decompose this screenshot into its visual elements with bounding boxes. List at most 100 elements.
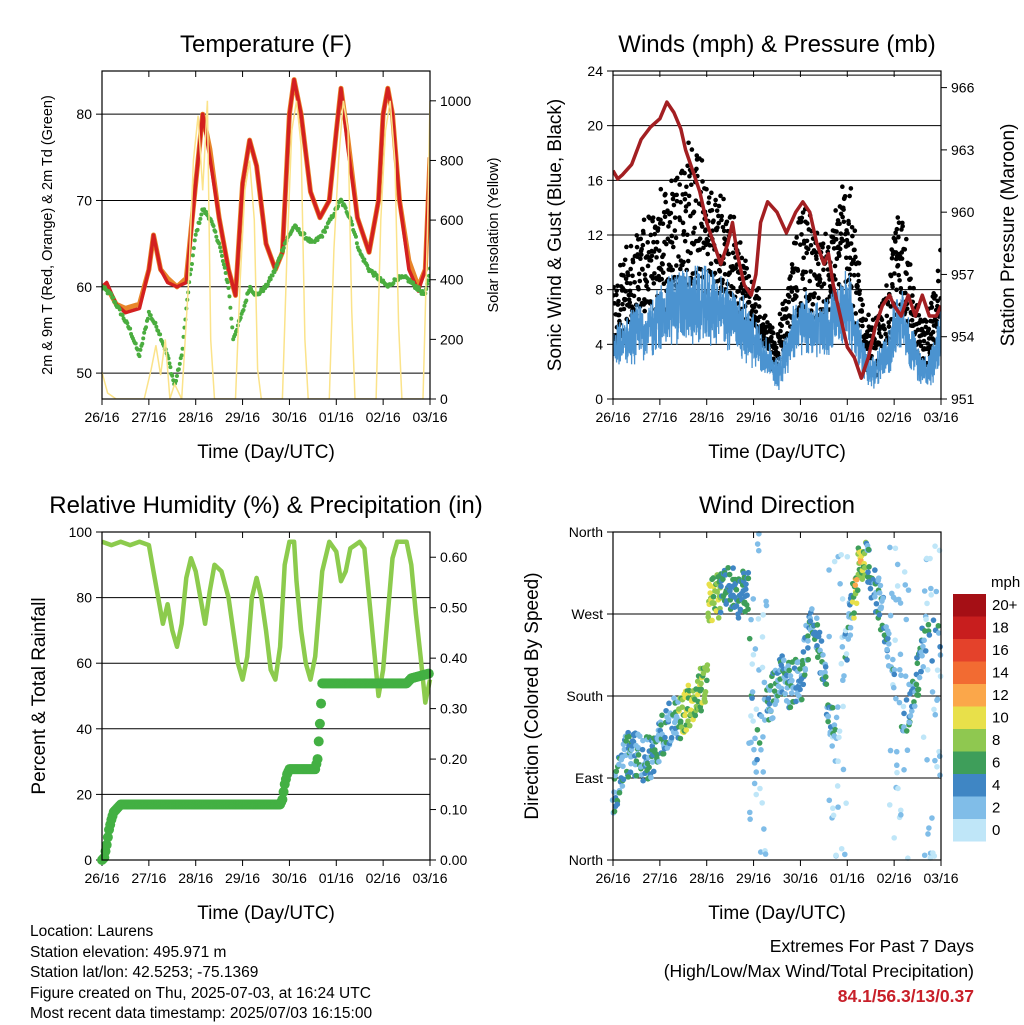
gust-point bbox=[672, 274, 677, 280]
direction-point bbox=[665, 717, 672, 723]
gust-point bbox=[921, 338, 927, 344]
extremes-heading: Extremes For Past 7 Days bbox=[769, 936, 974, 956]
y-tick-label: 80 bbox=[76, 106, 92, 122]
direction-point bbox=[914, 660, 921, 667]
direction-point bbox=[929, 689, 936, 695]
direction-point bbox=[916, 674, 923, 681]
direction-point bbox=[866, 564, 872, 570]
x-tick-label: 28/16 bbox=[689, 870, 724, 886]
sonic-wind-series bbox=[613, 265, 941, 391]
x-axis-label: Time (Day/UTC) bbox=[708, 903, 846, 924]
gust-point bbox=[621, 273, 626, 278]
direction-point bbox=[921, 588, 928, 594]
gust-point bbox=[715, 225, 720, 230]
direction-point bbox=[894, 561, 901, 568]
direction-point bbox=[801, 672, 808, 678]
direction-point bbox=[851, 615, 857, 621]
dewpoint-point bbox=[281, 245, 286, 250]
dewpoint-point bbox=[128, 326, 133, 331]
direction-point bbox=[839, 596, 846, 602]
gust-point bbox=[890, 284, 895, 290]
precip-point bbox=[101, 839, 112, 850]
dewpoint-point bbox=[170, 373, 175, 378]
direction-point bbox=[745, 606, 751, 612]
gust-point bbox=[760, 322, 766, 327]
direction-point bbox=[797, 686, 803, 693]
direction-point bbox=[743, 581, 749, 587]
gust-point bbox=[810, 302, 816, 307]
direction-point bbox=[834, 704, 841, 710]
direction-point bbox=[911, 703, 918, 709]
legend-swatch bbox=[953, 796, 986, 819]
x-tick-label: 30/16 bbox=[272, 409, 307, 425]
gust-point bbox=[691, 209, 697, 215]
gust-point bbox=[935, 298, 940, 304]
direction-point bbox=[829, 704, 836, 711]
dewpoint-point bbox=[273, 267, 278, 272]
direction-point bbox=[925, 831, 931, 837]
x-tick-label: 30/16 bbox=[272, 870, 307, 886]
dewpoint-point bbox=[416, 285, 421, 290]
direction-point bbox=[929, 815, 935, 821]
direction-point bbox=[733, 603, 740, 609]
direction-point bbox=[832, 726, 838, 733]
plot-frame bbox=[612, 531, 942, 861]
direction-point bbox=[626, 733, 632, 740]
gust-point bbox=[876, 340, 882, 346]
gust-point bbox=[632, 280, 637, 285]
gust-point bbox=[641, 217, 647, 223]
gust-point bbox=[707, 243, 713, 248]
direction-point bbox=[813, 615, 820, 621]
direction-point bbox=[795, 659, 802, 665]
direction-point bbox=[633, 758, 640, 764]
direction-point bbox=[761, 826, 767, 832]
gust-point bbox=[884, 313, 890, 319]
direction-point bbox=[923, 616, 929, 623]
direction-point bbox=[892, 637, 898, 643]
direction-point bbox=[730, 565, 736, 571]
y2-axis-label: Solar Insolation (Yellow) bbox=[486, 157, 502, 312]
direction-point bbox=[933, 588, 940, 595]
direction-point bbox=[822, 674, 829, 680]
dewpoint-point bbox=[261, 289, 266, 294]
gust-point bbox=[840, 184, 845, 190]
gust-point bbox=[719, 213, 725, 219]
direction-point bbox=[902, 673, 909, 679]
y-tick-label: 0 bbox=[595, 391, 603, 407]
direction-point bbox=[656, 758, 662, 765]
direction-point bbox=[893, 695, 899, 702]
gust-point bbox=[756, 285, 761, 291]
y-tick-label: 20 bbox=[587, 118, 603, 134]
plot-frame bbox=[101, 70, 431, 400]
legend-swatch bbox=[953, 661, 986, 684]
direction-point bbox=[744, 592, 750, 598]
gust-point bbox=[717, 269, 723, 274]
dewpoint-point bbox=[199, 212, 204, 217]
direction-point bbox=[834, 783, 841, 789]
dewpoint-point bbox=[230, 325, 235, 330]
gust-point bbox=[692, 225, 697, 231]
direction-point bbox=[698, 686, 705, 693]
gust-point bbox=[878, 334, 884, 339]
gust-point bbox=[700, 179, 705, 184]
direction-point bbox=[799, 661, 806, 668]
direction-point bbox=[891, 671, 898, 678]
direction-point bbox=[698, 680, 704, 687]
dewpoint-point bbox=[192, 238, 197, 243]
gust-point bbox=[714, 208, 720, 213]
dewpoint-point bbox=[362, 257, 367, 262]
x-tick-label: 29/16 bbox=[225, 870, 260, 886]
direction-point bbox=[861, 564, 868, 571]
gust-point bbox=[614, 292, 619, 298]
gust-point bbox=[685, 232, 690, 238]
dewpoint-point bbox=[219, 253, 224, 258]
direction-point bbox=[754, 541, 761, 547]
gust-point bbox=[852, 247, 857, 253]
wind-direction-panel: Wind Direction Time (Day/UTC) 26/16 27/16 28… bbox=[522, 492, 959, 924]
direction-point bbox=[757, 785, 763, 792]
gust-point bbox=[682, 170, 687, 176]
dewpoint-point bbox=[193, 232, 198, 237]
direction-point bbox=[677, 718, 684, 725]
gust-point bbox=[699, 158, 705, 163]
gust-point bbox=[669, 178, 674, 184]
